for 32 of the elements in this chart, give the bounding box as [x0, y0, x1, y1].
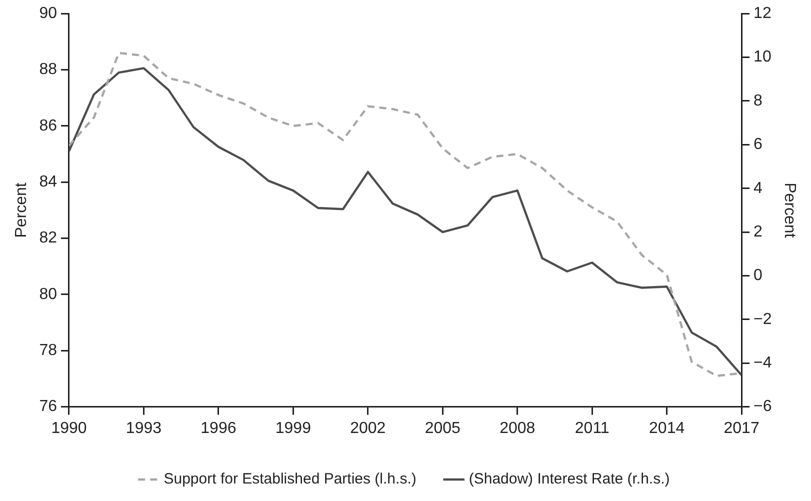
x-tick-label: 2014	[649, 420, 685, 437]
x-tick-label: 1999	[275, 420, 312, 437]
y2-tick-label: 2	[754, 223, 763, 240]
y-tick-label: 86	[39, 117, 58, 134]
x-tick-label: 1993	[126, 420, 162, 437]
y-tick-label: 88	[39, 61, 58, 78]
y-tick-label: 84	[39, 174, 58, 191]
x-tick-label: 2005	[424, 420, 461, 437]
x-tick-label: 2017	[724, 420, 760, 437]
y2-tick-label: 6	[754, 136, 763, 154]
y2-tick-label: −6	[754, 398, 772, 416]
y2-tick-label: 4	[754, 180, 763, 197]
x-tick-label: 1996	[200, 420, 236, 437]
y2-tick-label: 8	[754, 92, 763, 110]
y-tick-label: 82	[39, 230, 58, 247]
y2-tick-label: −2	[754, 310, 772, 328]
y-tick-label: 78	[39, 342, 58, 360]
y-tick-label: 80	[39, 286, 58, 303]
legend-label: (Shadow) Interest Rate (r.h.s.)	[468, 470, 670, 488]
y2-tick-label: 10	[754, 48, 772, 66]
y-tick-label: 90	[39, 5, 58, 22]
x-tick-label: 2002	[350, 420, 386, 437]
x-tick-label: 1990	[51, 420, 87, 437]
y-axis-title: Percent	[13, 182, 30, 238]
legend-label: Support for Established Parties (l.h.s.)	[164, 470, 416, 488]
y-tick-label: 76	[39, 398, 58, 416]
y2-axis-title: Percent	[780, 182, 798, 238]
y2-tick-label: 12	[754, 5, 772, 22]
x-tick-label: 2011	[574, 420, 610, 437]
x-tick-label: 2008	[500, 420, 536, 437]
y2-tick-label: −4	[754, 354, 772, 372]
y2-tick-label: 0	[754, 267, 763, 284]
